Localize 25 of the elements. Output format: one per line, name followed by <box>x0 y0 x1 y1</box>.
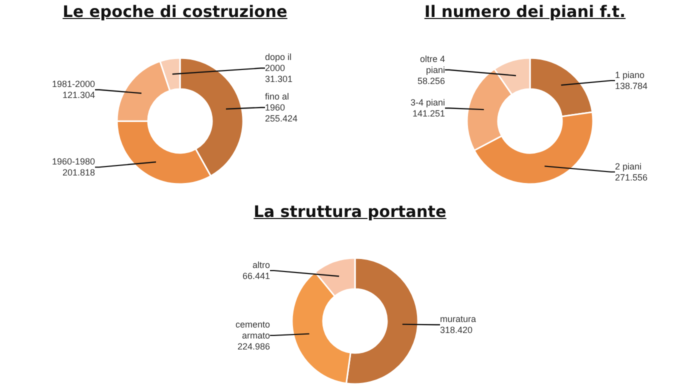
data-label: 31.301 <box>265 74 293 84</box>
slice-label: cemento armato <box>235 319 270 340</box>
data-label: 255.424 <box>265 113 298 124</box>
slice-label: 3-4 piani <box>410 98 445 108</box>
data-label: 318.420 <box>440 325 473 336</box>
slice-label: 1 piano <box>615 70 645 80</box>
slice-label: 1981-2000 <box>52 79 95 90</box>
data-label: 138.784 <box>615 81 648 92</box>
data-label: 271.556 <box>615 172 648 182</box>
data-label: 121.304 <box>62 90 95 100</box>
chart-title: Le epoche di costruzione <box>62 2 288 21</box>
slice-label: muratura <box>440 314 476 324</box>
data-label: 58.256 <box>417 76 445 86</box>
slice-label: altro <box>252 260 270 270</box>
data-label: 66.441 <box>242 271 270 282</box>
chart-title: Il numero dei piani f.t. <box>423 2 627 21</box>
slice-label: 2 piani <box>615 161 642 172</box>
slice-label: dopo il 2000 <box>265 52 292 74</box>
data-label: 224.986 <box>237 341 270 352</box>
slice-label: fino al 1960 <box>265 91 290 112</box>
slice-label: 1960-1980 <box>52 156 95 167</box>
data-label: 201.818 <box>62 168 95 178</box>
slice-label: oltre 4 piani <box>420 54 445 75</box>
data-label: 141.251 <box>412 108 445 119</box>
chart-title: La struttura portante <box>252 202 448 221</box>
